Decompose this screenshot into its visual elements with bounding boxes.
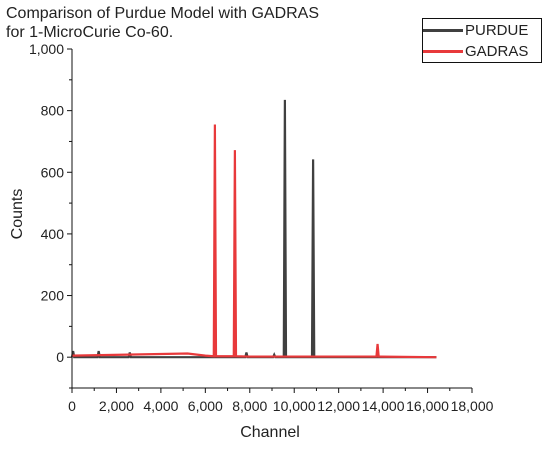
x-tick-label: 8,000: [232, 398, 267, 414]
x-tick-label: 2,000: [99, 398, 134, 414]
series-line-purdue: [70, 99, 437, 359]
x-tick-label: 14,000: [362, 398, 405, 414]
legend-swatch-gadras: [423, 49, 463, 53]
x-axis-title: Channel: [240, 424, 300, 441]
x-tick-label: 10,000: [273, 398, 316, 414]
y-tick-label: 0: [56, 349, 64, 365]
series-line-gadras: [71, 124, 437, 359]
x-tick-label: 6,000: [188, 398, 223, 414]
legend-label-purdue: PURDUE: [465, 21, 529, 39]
y-tick-label: 400: [41, 226, 65, 242]
legend-item-gadras: GADRAS: [423, 41, 528, 61]
legend-label-gadras: GADRAS: [465, 42, 529, 60]
legend: PURDUE GADRAS: [422, 18, 542, 63]
chart-title: Comparison of Purdue Model with GADRAS f…: [6, 5, 320, 41]
x-tick-label: 16,000: [406, 398, 449, 414]
plot-area: [70, 99, 437, 359]
x-tick-label: 18,000: [451, 398, 494, 414]
y-axis-title: Counts: [9, 188, 26, 240]
y-tick-label: 600: [41, 164, 65, 180]
x-tick-label: 0: [68, 398, 76, 414]
y-tick-label: 200: [41, 288, 65, 304]
axes: 0 200 400 600 800 1,000 0 2,000 4,000 6,000 8,000 1…: [29, 41, 494, 414]
legend-swatch-purdue: [423, 28, 463, 32]
legend-item-purdue: PURDUE: [423, 20, 528, 40]
y-tick-label: 1,000: [29, 41, 64, 57]
x-tick-label: 4,000: [143, 398, 178, 414]
y-tick-label: 800: [41, 103, 65, 119]
x-tick-label: 12,000: [317, 398, 360, 414]
